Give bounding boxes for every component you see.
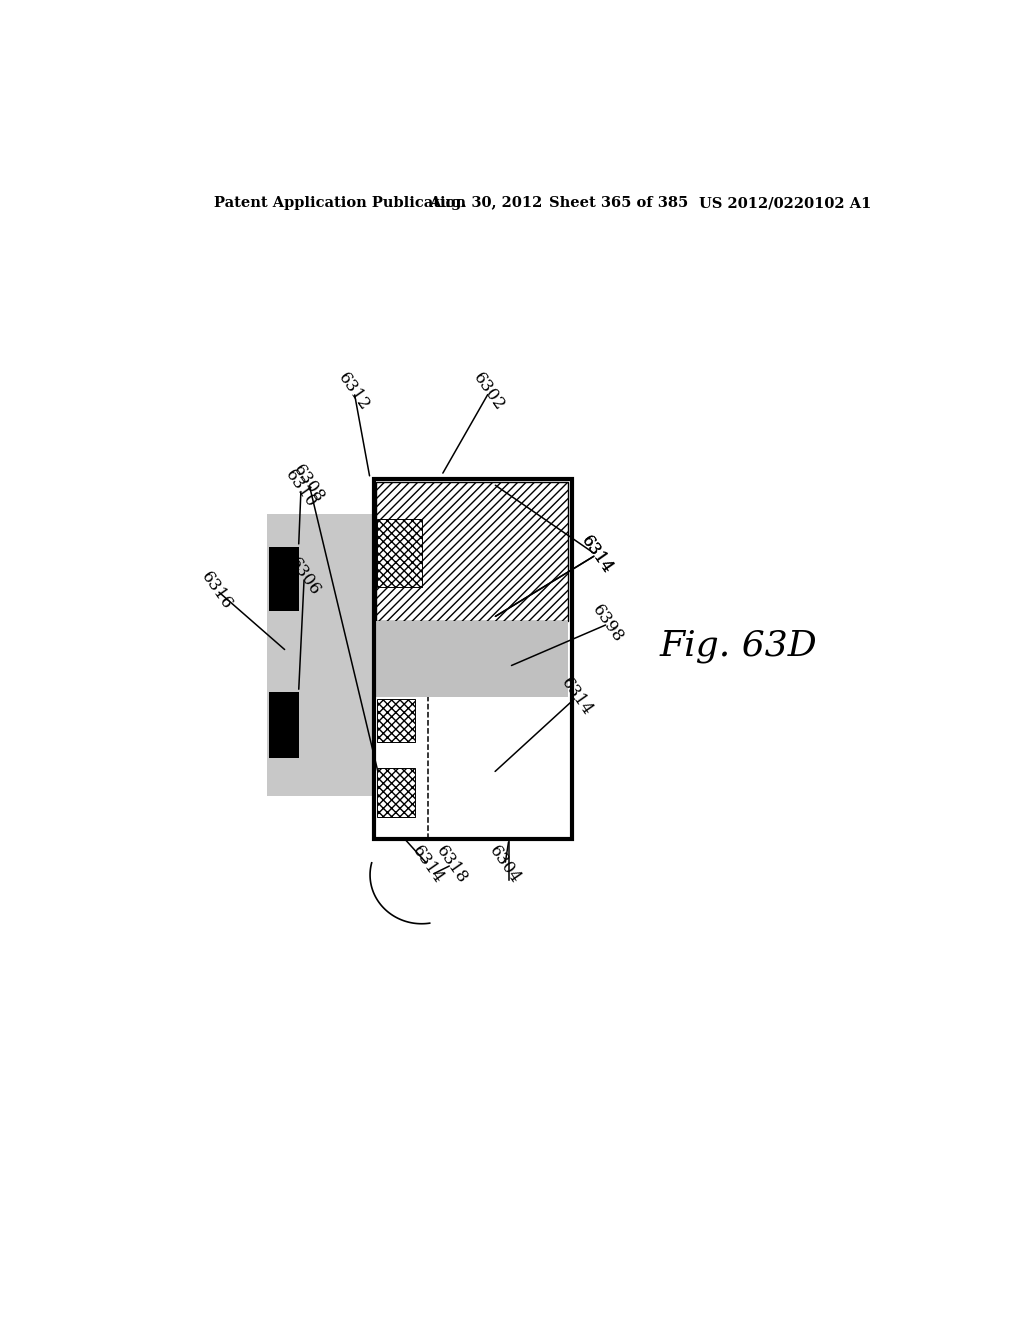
Text: 6308: 6308 <box>290 462 328 506</box>
Bar <box>267 515 567 796</box>
Text: 6398: 6398 <box>589 602 628 645</box>
Text: 6318: 6318 <box>433 842 471 887</box>
Text: 6314: 6314 <box>557 675 596 719</box>
Text: Fig. 63D: Fig. 63D <box>659 630 817 663</box>
Bar <box>376 697 568 837</box>
Text: Aug. 30, 2012: Aug. 30, 2012 <box>430 195 543 210</box>
Bar <box>376 482 568 620</box>
Text: 6310: 6310 <box>282 466 321 511</box>
Bar <box>374 479 572 840</box>
Bar <box>377 700 416 742</box>
Text: US 2012/0220102 A1: US 2012/0220102 A1 <box>699 195 871 210</box>
Text: 6314: 6314 <box>578 532 615 577</box>
Text: Sheet 365 of 385: Sheet 365 of 385 <box>549 195 688 210</box>
Text: 6306: 6306 <box>285 554 324 599</box>
Bar <box>376 620 568 697</box>
Text: 6302: 6302 <box>470 370 508 414</box>
Bar <box>269 692 299 758</box>
Text: 6314: 6314 <box>409 842 447 887</box>
Bar <box>374 479 572 840</box>
Bar <box>377 519 422 587</box>
Text: 6312: 6312 <box>335 370 374 414</box>
Text: 6304: 6304 <box>485 842 524 887</box>
Bar <box>269 546 299 611</box>
Text: 6314: 6314 <box>578 532 615 577</box>
Text: 6316: 6316 <box>198 568 236 612</box>
Bar <box>377 768 416 817</box>
Text: Patent Application Publication: Patent Application Publication <box>214 195 466 210</box>
